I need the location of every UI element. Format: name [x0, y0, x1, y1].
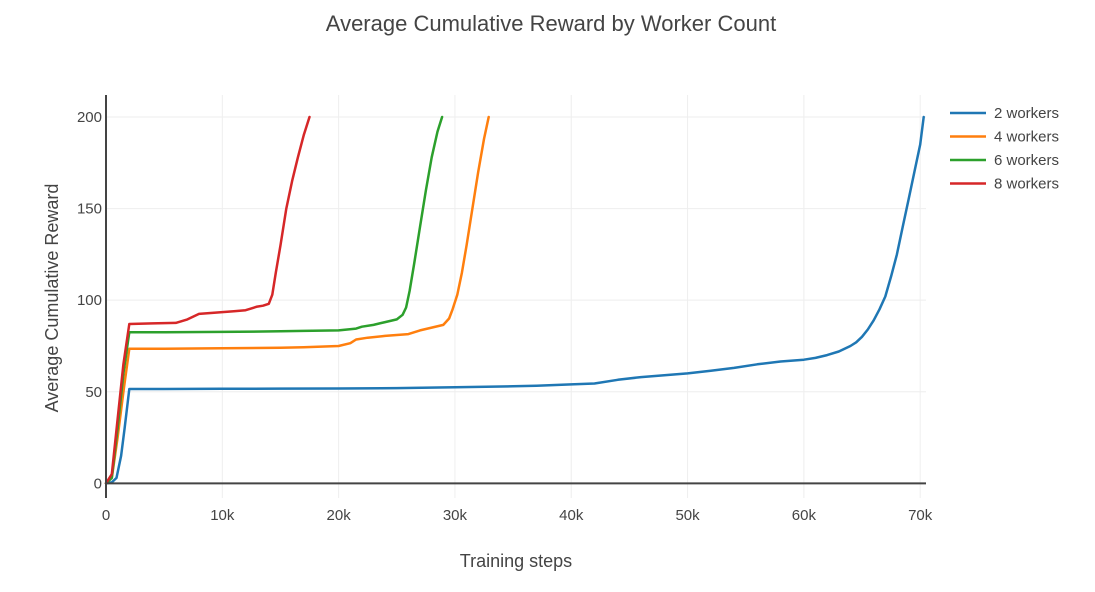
y-tick-label: 200 [77, 109, 102, 126]
legend-item[interactable]: 2 workers [950, 105, 1059, 122]
legend-label: 4 workers [994, 129, 1059, 146]
x-tick-label: 40k [559, 507, 584, 524]
legend-label: 6 workers [994, 152, 1059, 169]
tick-labels: 0 10k 20k 30k 40k 50k 60k 70k 0 50 100 150 200 [77, 109, 933, 524]
series-line-4-workers [104, 115, 490, 485]
x-tick-label: 20k [327, 507, 352, 524]
y-tick-label: 0 [94, 475, 102, 492]
x-tick-label: 10k [210, 507, 235, 524]
legend[interactable]: 2 workers 4 workers 6 workers 8 workers [950, 105, 1059, 193]
legend-item[interactable]: 6 workers [950, 152, 1059, 169]
series-line-8-workers [104, 115, 311, 485]
y-axis-title: Average Cumulative Reward [42, 184, 62, 413]
legend-label: 8 workers [994, 176, 1059, 193]
y-tick-label: 50 [85, 384, 102, 401]
legend-item[interactable]: 8 workers [950, 176, 1059, 193]
x-tick-label: 70k [908, 507, 933, 524]
legend-label: 2 workers [994, 105, 1059, 122]
y-tick-label: 150 [77, 201, 102, 218]
series-line-2-workers [104, 115, 925, 485]
x-tick-label: 30k [443, 507, 468, 524]
x-tick-label: 50k [675, 507, 700, 524]
y-tick-label: 100 [77, 292, 102, 309]
gridlines [106, 95, 926, 498]
x-tick-label: 60k [792, 507, 817, 524]
series-lines [104, 115, 925, 485]
chart-title: Average Cumulative Reward by Worker Coun… [326, 11, 776, 36]
legend-item[interactable]: 4 workers [950, 129, 1059, 146]
x-axis-title: Training steps [460, 551, 572, 571]
x-tick-label: 0 [102, 507, 110, 524]
axes [105, 95, 926, 498]
